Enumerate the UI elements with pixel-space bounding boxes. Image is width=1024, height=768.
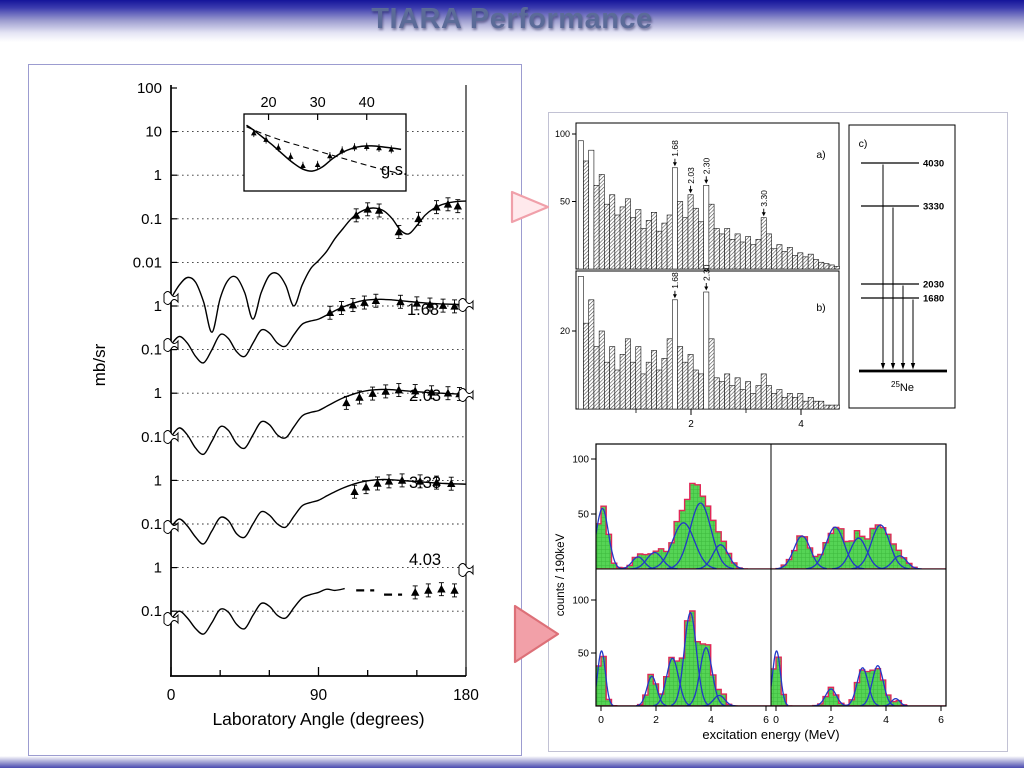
svg-text:3.33: 3.33 (409, 474, 441, 492)
svg-text:90: 90 (310, 687, 328, 704)
svg-text:10: 10 (145, 124, 162, 141)
svg-text:100: 100 (137, 80, 162, 97)
svg-text:a): a) (816, 149, 825, 161)
svg-text:180: 180 (453, 687, 479, 704)
svg-text:1: 1 (154, 298, 162, 315)
svg-text:3.30: 3.30 (759, 190, 769, 207)
slide-title: TIARA Performance (371, 3, 653, 35)
svg-text:2: 2 (688, 419, 694, 430)
svg-text:1: 1 (154, 560, 162, 577)
svg-text:6: 6 (938, 714, 944, 726)
svg-text:0.1: 0.1 (141, 429, 162, 446)
svg-text:4.03: 4.03 (409, 551, 441, 569)
svg-text:0: 0 (773, 714, 779, 726)
svg-text:4: 4 (708, 714, 714, 726)
angular-distribution-chart: 100 10 1 0.1 0.01 1 0.1 1 0.1 1 0.1 1 0.1 mb/sr 0 90 180… (90, 80, 479, 729)
svg-text:2.03: 2.03 (686, 167, 696, 184)
svg-text:50: 50 (560, 197, 570, 207)
svg-text:20: 20 (260, 95, 276, 111)
svg-text:1.68: 1.68 (670, 272, 680, 289)
svg-text:0: 0 (167, 687, 176, 704)
svg-text:Laboratory Angle (degrees): Laboratory Angle (degrees) (212, 709, 424, 729)
svg-text:c): c) (859, 138, 868, 150)
svg-text:1680: 1680 (923, 294, 944, 305)
header-gradient (0, 0, 1024, 42)
svg-text:1: 1 (154, 385, 162, 402)
svg-text:4: 4 (798, 419, 804, 430)
svg-text:0: 0 (598, 714, 604, 726)
svg-text:excitation energy (MeV): excitation energy (MeV) (702, 727, 839, 742)
svg-text:2.30: 2.30 (701, 264, 711, 281)
svg-text:40: 40 (359, 95, 375, 111)
svg-text:100: 100 (572, 455, 589, 466)
svg-text:0.1: 0.1 (141, 342, 162, 359)
svg-text:100: 100 (572, 596, 589, 607)
svg-text:0.01: 0.01 (133, 254, 162, 271)
svg-text:6: 6 (763, 714, 769, 726)
svg-text:2: 2 (828, 714, 834, 726)
svg-text:30: 30 (310, 95, 326, 111)
svg-text:2030: 2030 (923, 280, 944, 291)
svg-text:0.1: 0.1 (141, 211, 162, 228)
svg-text:0.1: 0.1 (141, 516, 162, 533)
svg-text:3330: 3330 (923, 202, 944, 213)
svg-text:b): b) (816, 302, 825, 314)
svg-text:4030: 4030 (923, 159, 944, 170)
arrow-right-bottom-icon (513, 604, 560, 664)
angular-distribution-figure: 100 10 1 0.1 0.01 1 0.1 1 0.1 1 0.1 1 0.1 mb/sr 0 90 180… (28, 64, 522, 756)
svg-text:100: 100 (555, 129, 570, 139)
svg-text:4: 4 (883, 714, 889, 726)
svg-text:2: 2 (653, 714, 659, 726)
svg-text:50: 50 (578, 649, 590, 660)
svg-text:2.30: 2.30 (701, 157, 711, 174)
svg-text:25Ne: 25Ne (891, 380, 914, 394)
svg-text:1: 1 (154, 167, 162, 184)
svg-text:1.68: 1.68 (407, 301, 439, 319)
svg-text:g.s.: g.s. (381, 161, 408, 179)
svg-text:50: 50 (578, 510, 590, 521)
svg-text:1.68: 1.68 (670, 140, 680, 157)
svg-text:counts / 190keV: counts / 190keV (555, 533, 567, 616)
svg-text:0.1: 0.1 (141, 603, 162, 620)
spectra-figure: 100 50 1.68 2.03 2.30 3.30 a) 20 1.68 2.30 b) 2 4 c) 4… (548, 112, 1008, 752)
svg-text:2.03: 2.03 (409, 387, 441, 405)
svg-text:20: 20 (560, 326, 570, 336)
arrow-right-top-icon (510, 190, 550, 224)
svg-text:mb/sr: mb/sr (90, 343, 109, 386)
svg-text:1: 1 (154, 472, 162, 489)
bottom-gradient (0, 756, 1024, 768)
